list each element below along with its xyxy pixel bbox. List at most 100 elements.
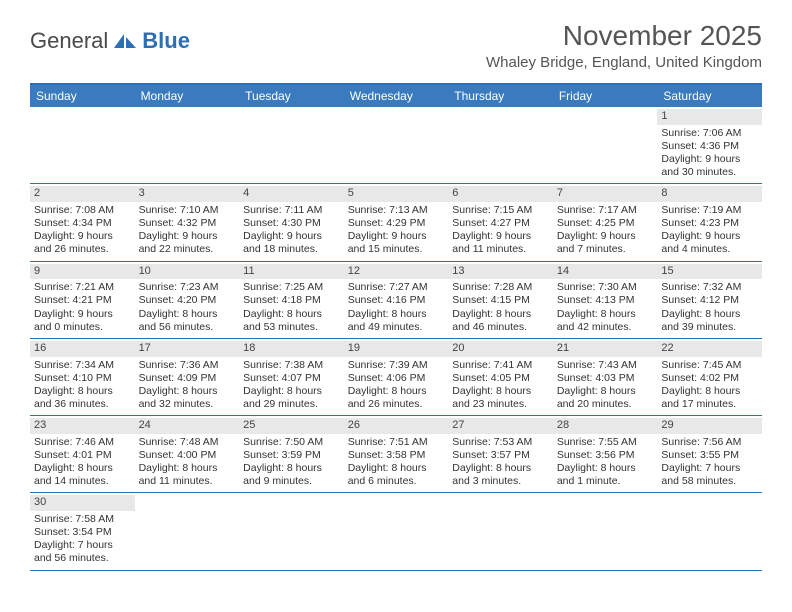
- sunset: Sunset: 3:59 PM: [243, 449, 340, 462]
- daylight: Daylight: 9 hours and 18 minutes.: [243, 230, 340, 256]
- week-row: 2 Sunrise: 7:08 AMSunset: 4:34 PMDaylight…: [30, 184, 762, 261]
- location: Whaley Bridge, England, United Kingdom: [486, 54, 762, 71]
- day-number: 20: [448, 341, 553, 357]
- sail-icon: [112, 32, 138, 50]
- day-details: Sunrise: 7:21 AMSunset: 4:21 PMDaylight:…: [34, 281, 131, 334]
- day-details: Sunrise: 7:08 AMSunset: 4:34 PMDaylight:…: [34, 204, 131, 257]
- day-cell: 24Sunrise: 7:48 AMSunset: 4:00 PMDayligh…: [135, 416, 240, 492]
- sunset: Sunset: 4:09 PM: [139, 372, 236, 385]
- day-cell: 23Sunrise: 7:46 AMSunset: 4:01 PMDayligh…: [30, 416, 135, 492]
- daylight: Daylight: 8 hours and 29 minutes.: [243, 385, 340, 411]
- sunset: Sunset: 4:21 PM: [34, 294, 131, 307]
- day-cell: [448, 493, 553, 569]
- day-cell: 30Sunrise: 7:58 AMSunset: 3:54 PMDayligh…: [30, 493, 135, 569]
- week-row: 30Sunrise: 7:58 AMSunset: 3:54 PMDayligh…: [30, 493, 762, 570]
- daylight: Daylight: 8 hours and 56 minutes.: [139, 308, 236, 334]
- sunrise: Sunrise: 7:23 AM: [139, 281, 236, 294]
- daylight: Daylight: 8 hours and 49 minutes.: [348, 308, 445, 334]
- day-number: 30: [30, 495, 135, 511]
- daylight: Daylight: 9 hours and 15 minutes.: [348, 230, 445, 256]
- day-cell: 26 Sunrise: 7:51 AMSunset: 3:58 PMDayligh…: [344, 416, 449, 492]
- day-cell: 8 Sunrise: 7:19 AMSunset: 4:23 PMDaylight…: [657, 184, 762, 260]
- day-details: Sunrise: 7:23 AMSunset: 4:20 PMDaylight:…: [139, 281, 236, 334]
- day-cell: 21Sunrise: 7:43 AMSunset: 4:03 PMDayligh…: [553, 339, 658, 415]
- day-number: 26: [344, 418, 449, 434]
- daylight: Daylight: 9 hours and 4 minutes.: [661, 230, 758, 256]
- day-details: Sunrise: 7:11 AMSunset: 4:30 PMDaylight:…: [243, 204, 340, 257]
- day-headers: SundayMondayTuesdayWednesdayThursdayFrid…: [30, 85, 762, 107]
- day-cell: 4Sunrise: 7:11 AMSunset: 4:30 PMDaylight…: [239, 184, 344, 260]
- day-cell: 10Sunrise: 7:23 AMSunset: 4:20 PMDayligh…: [135, 262, 240, 338]
- daylight: Daylight: 9 hours and 0 minutes.: [34, 308, 131, 334]
- daylight: Daylight: 8 hours and 17 minutes.: [661, 385, 758, 411]
- day-number: 9: [30, 264, 135, 280]
- sunset: Sunset: 4:30 PM: [243, 217, 340, 230]
- day-number: 7: [553, 186, 658, 202]
- day-number: 15: [657, 264, 762, 280]
- day-header: Saturday: [657, 85, 762, 107]
- day-header: Monday: [135, 85, 240, 107]
- day-cell: [448, 107, 553, 183]
- day-details: Sunrise: 7:50 AMSunset: 3:59 PMDaylight:…: [243, 436, 340, 489]
- week-row: 9Sunrise: 7:21 AMSunset: 4:21 PMDaylight…: [30, 262, 762, 339]
- sunset: Sunset: 4:07 PM: [243, 372, 340, 385]
- day-number: 1: [657, 109, 762, 125]
- day-cell: 22 Sunrise: 7:45 AMSunset: 4:02 PMDayligh…: [657, 339, 762, 415]
- day-number: 6: [448, 186, 553, 202]
- day-cell: 29 Sunrise: 7:56 AMSunset: 3:55 PMDayligh…: [657, 416, 762, 492]
- day-header: Sunday: [30, 85, 135, 107]
- day-number: 12: [344, 264, 449, 280]
- day-details: Sunrise: 7:51 AMSunset: 3:58 PMDaylight:…: [348, 436, 445, 489]
- day-number: 18: [239, 341, 344, 357]
- sunrise: Sunrise: 7:32 AM: [661, 281, 758, 294]
- day-cell: 18Sunrise: 7:38 AMSunset: 4:07 PMDayligh…: [239, 339, 344, 415]
- daylight: Daylight: 9 hours and 11 minutes.: [452, 230, 549, 256]
- sunset: Sunset: 4:32 PM: [139, 217, 236, 230]
- sunrise: Sunrise: 7:06 AM: [661, 127, 758, 140]
- sunrise: Sunrise: 7:25 AM: [243, 281, 340, 294]
- sunrise: Sunrise: 7:50 AM: [243, 436, 340, 449]
- day-cell: 27Sunrise: 7:53 AMSunset: 3:57 PMDayligh…: [448, 416, 553, 492]
- calendar: SundayMondayTuesdayWednesdayThursdayFrid…: [30, 83, 762, 571]
- day-details: Sunrise: 7:39 AMSunset: 4:06 PMDaylight:…: [348, 359, 445, 412]
- day-cell: 9Sunrise: 7:21 AMSunset: 4:21 PMDaylight…: [30, 262, 135, 338]
- sunset: Sunset: 4:34 PM: [34, 217, 131, 230]
- day-details: Sunrise: 7:28 AMSunset: 4:15 PMDaylight:…: [452, 281, 549, 334]
- sunrise: Sunrise: 7:43 AM: [557, 359, 654, 372]
- daylight: Daylight: 8 hours and 1 minute.: [557, 462, 654, 488]
- sunset: Sunset: 4:00 PM: [139, 449, 236, 462]
- sunset: Sunset: 4:20 PM: [139, 294, 236, 307]
- daylight: Daylight: 8 hours and 11 minutes.: [139, 462, 236, 488]
- daylight: Daylight: 8 hours and 23 minutes.: [452, 385, 549, 411]
- day-number: 2: [30, 186, 135, 202]
- day-cell: [553, 493, 658, 569]
- day-details: Sunrise: 7:56 AMSunset: 3:55 PMDaylight:…: [661, 436, 758, 489]
- sunset: Sunset: 4:25 PM: [557, 217, 654, 230]
- day-header: Friday: [553, 85, 658, 107]
- day-cell: [30, 107, 135, 183]
- sunrise: Sunrise: 7:58 AM: [34, 513, 131, 526]
- sunset: Sunset: 4:13 PM: [557, 294, 654, 307]
- day-number: 10: [135, 264, 240, 280]
- day-details: Sunrise: 7:45 AMSunset: 4:02 PMDaylight:…: [661, 359, 758, 412]
- day-cell: 20Sunrise: 7:41 AMSunset: 4:05 PMDayligh…: [448, 339, 553, 415]
- day-number: 8: [657, 186, 762, 202]
- sunrise: Sunrise: 7:45 AM: [661, 359, 758, 372]
- daylight: Daylight: 8 hours and 42 minutes.: [557, 308, 654, 334]
- day-details: Sunrise: 7:19 AMSunset: 4:23 PMDaylight:…: [661, 204, 758, 257]
- title-block: November 2025 Whaley Bridge, England, Un…: [486, 20, 762, 71]
- day-number: 24: [135, 418, 240, 434]
- day-number: 22: [657, 341, 762, 357]
- sunset: Sunset: 4:29 PM: [348, 217, 445, 230]
- day-cell: [239, 107, 344, 183]
- month-title: November 2025: [486, 20, 762, 52]
- day-cell: 19Sunrise: 7:39 AMSunset: 4:06 PMDayligh…: [344, 339, 449, 415]
- day-number: 14: [553, 264, 658, 280]
- day-number: 29: [657, 418, 762, 434]
- day-cell: [344, 107, 449, 183]
- sunrise: Sunrise: 7:11 AM: [243, 204, 340, 217]
- day-cell: 14Sunrise: 7:30 AMSunset: 4:13 PMDayligh…: [553, 262, 658, 338]
- sunrise: Sunrise: 7:13 AM: [348, 204, 445, 217]
- day-details: Sunrise: 7:53 AMSunset: 3:57 PMDaylight:…: [452, 436, 549, 489]
- sunset: Sunset: 4:06 PM: [348, 372, 445, 385]
